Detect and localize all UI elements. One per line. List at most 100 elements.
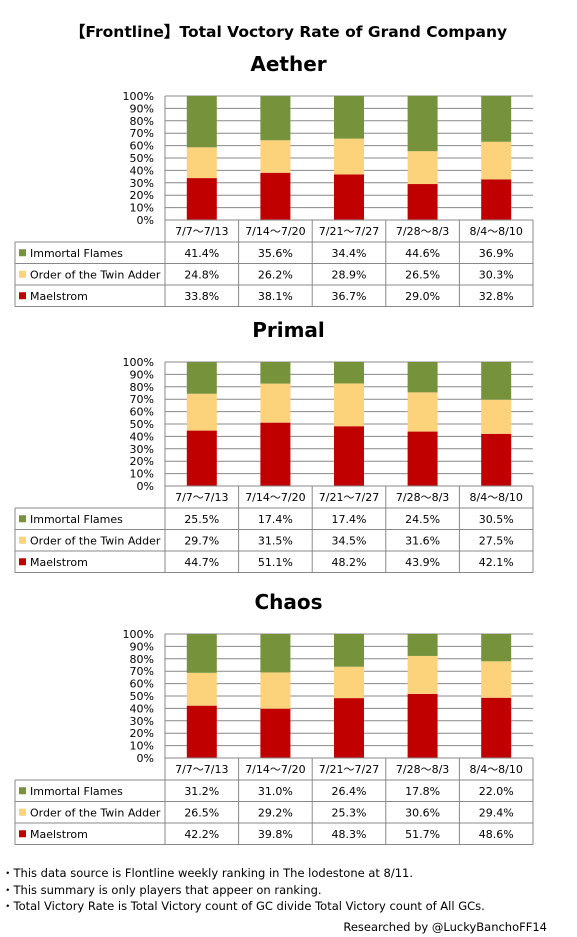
data-label: 36.7% (332, 290, 367, 303)
data-label: 51.7% (405, 828, 440, 841)
category-label: 8/4～8/10 (469, 763, 522, 776)
legend-swatch-order-of-the-twin-adder (19, 536, 26, 544)
bar-order-of-the-twin-adder (481, 661, 512, 698)
category-label: 8/4～8/10 (469, 491, 522, 504)
y-tick-label: 20% (130, 189, 154, 202)
data-label: 42.2% (184, 828, 219, 841)
data-label: 48.6% (479, 828, 514, 841)
category-label: 7/7～7/13 (175, 763, 228, 776)
legend-label-immortal-flames: Immortal Flames (30, 247, 123, 260)
bar-order-of-the-twin-adder (334, 138, 364, 175)
legend-label-maelstrom: Maelstrom (30, 290, 88, 303)
bar-order-of-the-twin-adder (407, 151, 438, 185)
y-tick-label: 80% (130, 653, 154, 666)
bar-immortal-flames (186, 362, 217, 394)
y-tick-label: 30% (130, 177, 154, 190)
y-tick-label: 70% (130, 127, 154, 140)
data-label: 30.3% (479, 268, 514, 281)
legend-swatch-immortal-flames (19, 787, 26, 795)
note-line: ・This data source is Flontline weekly ra… (2, 866, 414, 880)
bar-maelstrom (260, 708, 291, 758)
legend-swatch-maelstrom (19, 558, 26, 566)
data-label: 29.2% (258, 806, 293, 819)
data-label: 31.0% (258, 785, 293, 798)
bar-immortal-flames (260, 362, 291, 384)
y-tick-label: 50% (130, 152, 154, 165)
bar-immortal-flames (407, 95, 438, 152)
y-tick-label: 20% (130, 727, 154, 740)
y-tick-label: 80% (130, 381, 154, 394)
data-label: 32.8% (479, 290, 514, 303)
y-tick-label: 100% (123, 90, 154, 103)
legend-swatch-immortal-flames (19, 249, 26, 257)
data-label: 27.5% (479, 534, 514, 547)
data-label: 26.2% (258, 268, 293, 281)
bar-maelstrom (481, 179, 512, 220)
note-line: ・Total Victory Rate is Total Victory cou… (2, 899, 485, 913)
chart-title-primal: Primal (252, 318, 325, 342)
legend-label-immortal-flames: Immortal Flames (30, 513, 123, 526)
data-label: 42.1% (479, 556, 514, 569)
category-label: 7/14～7/20 (245, 763, 305, 776)
legend-swatch-maelstrom (19, 830, 26, 838)
data-label: 25.3% (332, 806, 367, 819)
stacked-bar-chart-primal: 0%10%20%30%40%50%60%70%80%90%100% 7/7～7/1… (14, 356, 534, 573)
bar-immortal-flames (334, 361, 364, 384)
data-label: 44.7% (184, 556, 219, 569)
y-tick-label: 30% (130, 443, 154, 456)
y-tick-label: 50% (130, 418, 154, 431)
y-tick-label: 10% (130, 202, 154, 215)
data-label: 17.4% (332, 513, 367, 526)
category-label: 7/28～8/3 (396, 225, 449, 238)
data-label: 31.2% (184, 785, 219, 798)
legend-label-maelstrom: Maelstrom (30, 828, 88, 841)
main-title: 【Frontline】Total Voctory Rate of Grand C… (69, 23, 508, 41)
legend-label-order-of-the-twin-adder: Order of the Twin Adder (30, 806, 161, 819)
stacked-bar-chart-chaos: 0%10%20%30%40%50%60%70%80%90%100% 7/7～7/1… (14, 628, 534, 845)
y-tick-label: 90% (130, 368, 154, 381)
bar-immortal-flames (481, 634, 512, 662)
data-label: 29.4% (479, 806, 514, 819)
bar-immortal-flames (481, 96, 512, 142)
bar-order-of-the-twin-adder (186, 672, 217, 706)
category-label: 7/28～8/3 (396, 491, 449, 504)
legend-label-order-of-the-twin-adder: Order of the Twin Adder (30, 534, 161, 547)
data-label: 34.4% (332, 247, 367, 260)
y-tick-label: 10% (130, 740, 154, 753)
bar-maelstrom (407, 693, 438, 758)
data-label: 38.1% (258, 290, 293, 303)
data-label: 31.5% (258, 534, 293, 547)
data-label: 35.6% (258, 247, 293, 260)
notes: ・This data source is Flontline weekly ra… (2, 865, 485, 915)
bar-immortal-flames (407, 362, 438, 393)
bar-maelstrom (260, 172, 291, 220)
data-label: 43.9% (405, 556, 440, 569)
category-label: 7/14～7/20 (245, 225, 305, 238)
bar-maelstrom (481, 433, 512, 486)
chart-panel-aether: Aether 0% 10% 20% 30% 40% 50% 60% 70% 80% 90% 100%… (0, 52, 577, 307)
data-label: 34.5% (332, 534, 367, 547)
data-label: 24.5% (405, 513, 440, 526)
category-label: 7/21～7/27 (319, 763, 379, 776)
bar-maelstrom (407, 184, 438, 220)
chart-title-chaos: Chaos (254, 590, 323, 614)
y-tick-label: 60% (130, 678, 154, 691)
data-label: 22.0% (479, 785, 514, 798)
stacked-bar-chart-aether: 0%10%20%30%40%50%60%70%80%90%100% 7/7～7/1… (14, 90, 534, 307)
y-tick-label: 0% (137, 480, 154, 493)
y-tick-label: 100% (123, 356, 154, 369)
y-tick-label: 30% (130, 715, 154, 728)
data-label: 33.8% (184, 290, 219, 303)
legend-swatch-immortal-flames (19, 515, 26, 523)
bar-immortal-flames (334, 634, 364, 667)
bar-maelstrom (481, 697, 512, 758)
data-label: 29.0% (405, 290, 440, 303)
y-tick-label: 40% (130, 430, 154, 443)
bar-order-of-the-twin-adder (186, 393, 217, 431)
bar-maelstrom (334, 698, 364, 758)
bar-order-of-the-twin-adder (481, 141, 512, 180)
bar-order-of-the-twin-adder (260, 140, 291, 173)
legend-label-immortal-flames: Immortal Flames (30, 785, 123, 798)
category-label: 7/7～7/13 (175, 491, 228, 504)
data-label: 28.9% (332, 268, 367, 281)
